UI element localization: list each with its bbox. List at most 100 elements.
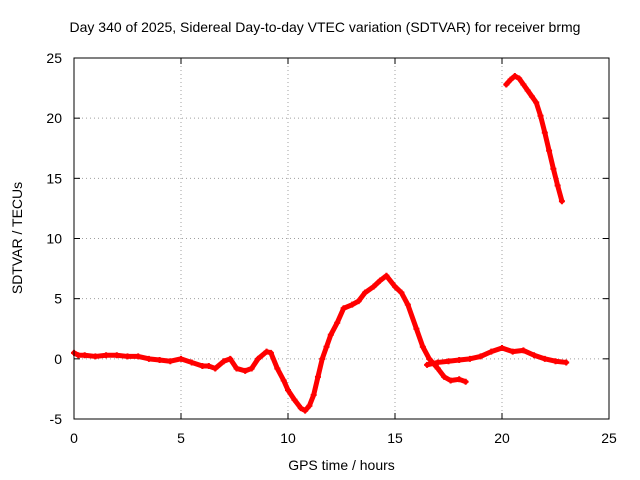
data-point xyxy=(413,325,420,332)
y-tick-label: 25 xyxy=(46,50,62,66)
data-point xyxy=(242,367,249,374)
data-point xyxy=(541,129,548,136)
data-point xyxy=(383,272,390,279)
data-point xyxy=(488,348,495,355)
data-point xyxy=(434,365,441,372)
data-point xyxy=(511,73,518,80)
data-point xyxy=(520,81,527,88)
data-point xyxy=(220,358,227,365)
data-point xyxy=(445,358,452,365)
series-band xyxy=(71,273,469,414)
data-point xyxy=(499,345,505,352)
data-point xyxy=(563,359,570,366)
data-point xyxy=(537,112,544,119)
data-point xyxy=(426,355,433,362)
data-point xyxy=(558,198,565,205)
data-point xyxy=(546,147,553,154)
data-point xyxy=(516,75,523,82)
x-tick-label: 0 xyxy=(70,430,78,446)
data-point xyxy=(306,402,313,409)
data-point xyxy=(323,343,330,350)
data-point xyxy=(188,359,195,366)
data-point xyxy=(462,378,469,385)
data-point xyxy=(503,81,510,88)
data-point xyxy=(145,355,152,362)
data-point xyxy=(327,331,334,338)
data-point xyxy=(528,93,535,100)
data-point xyxy=(199,363,206,370)
data-point xyxy=(424,361,431,368)
data-point xyxy=(509,348,516,355)
data-point xyxy=(441,373,448,380)
data-point xyxy=(263,348,270,355)
data-point xyxy=(554,182,561,189)
data-point xyxy=(456,376,463,383)
data-point xyxy=(310,391,317,398)
data-point xyxy=(524,87,531,94)
data-point xyxy=(227,355,234,362)
data-point xyxy=(103,352,110,359)
data-point xyxy=(552,358,559,365)
data-point xyxy=(533,99,540,106)
data-point xyxy=(550,165,557,172)
y-tick-label: 0 xyxy=(54,351,62,367)
axis-ticks: 0 5 10 15 20 25 -5 0 5 10 15 20 25 xyxy=(46,50,617,446)
y-tick-label: 20 xyxy=(46,110,62,126)
data-point xyxy=(233,365,240,372)
data-point xyxy=(456,357,463,364)
data-point xyxy=(113,352,120,359)
data-point xyxy=(302,407,309,414)
y-tick-label: -5 xyxy=(50,411,63,427)
series-band xyxy=(503,73,565,204)
x-tick-label: 10 xyxy=(280,430,296,446)
x-tick-label: 15 xyxy=(387,430,403,446)
data-point xyxy=(81,352,88,359)
data-point xyxy=(362,289,369,296)
data-point xyxy=(248,365,255,372)
x-tick-label: 25 xyxy=(601,430,617,446)
plot-frame xyxy=(73,57,610,420)
data-point xyxy=(280,377,287,384)
series-1 xyxy=(71,272,469,414)
chart-title: Day 340 of 2025, Sidereal Day-to-day VTE… xyxy=(69,19,581,35)
data-point xyxy=(167,358,174,365)
data-point xyxy=(447,377,454,384)
data-point xyxy=(267,349,274,356)
data-point xyxy=(297,405,304,412)
data-point xyxy=(75,352,82,359)
data-point xyxy=(507,76,514,83)
data-point xyxy=(334,319,341,326)
data-point xyxy=(355,298,362,305)
data-point xyxy=(404,301,411,308)
data-point xyxy=(314,373,321,380)
data-point xyxy=(370,283,377,290)
data-point xyxy=(274,365,281,372)
data-point xyxy=(340,305,347,312)
y-tick-label: 5 xyxy=(54,291,62,307)
data-point xyxy=(419,343,426,350)
x-axis-label: GPS time / hours xyxy=(288,457,395,473)
data-point xyxy=(392,283,398,290)
x-tick-label: 5 xyxy=(177,430,185,446)
y-tick-label: 15 xyxy=(46,170,62,186)
data-point xyxy=(212,365,219,372)
data-point xyxy=(285,387,291,394)
data-point xyxy=(377,277,384,284)
data-point xyxy=(124,353,131,360)
data-point xyxy=(466,355,473,362)
series-2 xyxy=(424,345,570,368)
data-point xyxy=(541,355,548,362)
data-point xyxy=(398,289,405,296)
data-point xyxy=(135,353,142,360)
x-tick-label: 20 xyxy=(494,430,510,446)
data-point xyxy=(349,301,356,308)
data-point xyxy=(319,355,326,362)
data-point xyxy=(434,359,441,366)
data-point xyxy=(477,353,484,360)
data-point xyxy=(520,347,527,354)
y-axis-label: SDTVAR / TECUs xyxy=(9,181,25,295)
data-point xyxy=(156,357,163,364)
data-point xyxy=(531,352,538,359)
